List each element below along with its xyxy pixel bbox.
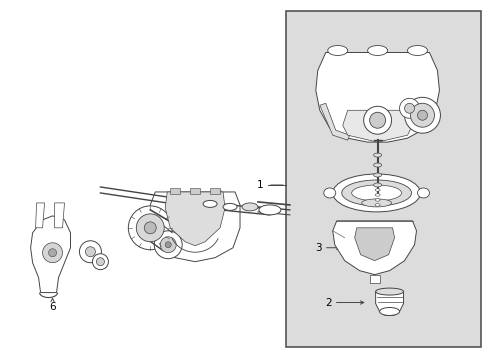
- Circle shape: [417, 110, 427, 120]
- Ellipse shape: [327, 45, 347, 55]
- Circle shape: [363, 106, 391, 134]
- Circle shape: [165, 242, 171, 248]
- Text: 2: 2: [325, 297, 331, 307]
- Circle shape: [42, 243, 62, 263]
- Polygon shape: [165, 192, 224, 246]
- Ellipse shape: [407, 45, 427, 55]
- Ellipse shape: [373, 183, 381, 187]
- Ellipse shape: [203, 201, 217, 207]
- Ellipse shape: [417, 188, 428, 198]
- Circle shape: [128, 206, 172, 250]
- Bar: [210, 188, 220, 194]
- Circle shape: [399, 98, 419, 118]
- Polygon shape: [150, 192, 240, 262]
- Circle shape: [369, 112, 385, 128]
- Ellipse shape: [332, 174, 420, 212]
- Ellipse shape: [351, 185, 401, 201]
- Polygon shape: [319, 103, 349, 140]
- Circle shape: [85, 247, 95, 257]
- Polygon shape: [332, 221, 416, 275]
- Ellipse shape: [373, 173, 381, 177]
- Polygon shape: [342, 110, 412, 142]
- Circle shape: [80, 241, 101, 263]
- Polygon shape: [31, 216, 70, 293]
- Polygon shape: [55, 203, 64, 228]
- Bar: [170, 188, 180, 194]
- Ellipse shape: [373, 153, 381, 157]
- Ellipse shape: [375, 288, 403, 295]
- Ellipse shape: [361, 199, 391, 207]
- Ellipse shape: [259, 205, 280, 215]
- Ellipse shape: [323, 188, 335, 198]
- Ellipse shape: [374, 199, 379, 201]
- Ellipse shape: [374, 194, 379, 196]
- Text: 3: 3: [314, 243, 321, 253]
- Circle shape: [404, 97, 440, 133]
- Text: 1: 1: [256, 180, 263, 190]
- Circle shape: [92, 254, 108, 270]
- Circle shape: [48, 249, 57, 257]
- Text: 6: 6: [49, 302, 56, 311]
- Circle shape: [144, 222, 156, 234]
- Bar: [369, 275, 379, 283]
- Ellipse shape: [374, 204, 379, 206]
- Bar: [190, 188, 200, 194]
- Circle shape: [96, 258, 104, 266]
- Ellipse shape: [374, 189, 379, 191]
- Circle shape: [154, 231, 182, 259]
- Ellipse shape: [223, 203, 237, 210]
- Circle shape: [410, 103, 433, 127]
- Polygon shape: [375, 292, 403, 315]
- Ellipse shape: [367, 45, 387, 55]
- Polygon shape: [36, 203, 44, 228]
- Polygon shape: [315, 53, 439, 142]
- Ellipse shape: [373, 163, 381, 167]
- Circle shape: [136, 214, 164, 242]
- Ellipse shape: [341, 180, 411, 206]
- Ellipse shape: [242, 203, 258, 211]
- Text: 4: 4: [136, 218, 143, 228]
- Ellipse shape: [379, 307, 399, 315]
- Text: 5: 5: [214, 190, 221, 200]
- Circle shape: [160, 237, 176, 253]
- Circle shape: [404, 103, 414, 113]
- Polygon shape: [354, 228, 394, 261]
- Bar: [285, 11, 480, 347]
